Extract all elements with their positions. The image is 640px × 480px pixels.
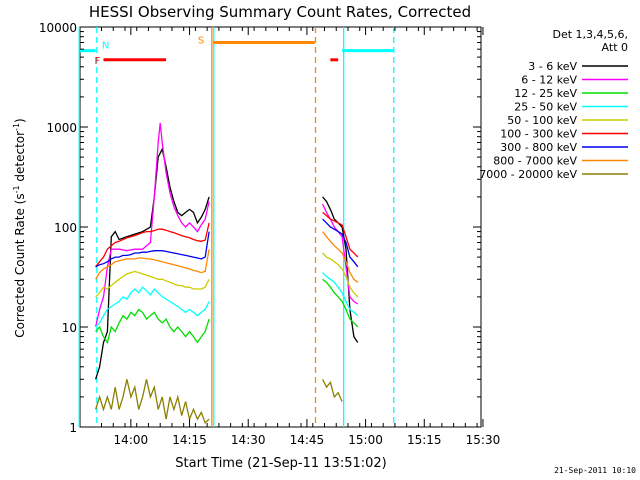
legend-header-2: Att 0 [602,41,628,54]
y-tick-label-2: 100 [54,221,77,235]
y-tick-label-3: 1000 [46,121,77,135]
series-6-segment-0 [95,231,210,268]
legend-label-7: 800 - 7000 keV [493,155,577,168]
y-axis-label-sup-1: -1 [12,185,21,193]
plot-frame [79,26,482,428]
x-tick-label-1: 14:15 [172,433,207,447]
series-0-segment-1 [322,196,359,343]
series-7-segment-0 [95,249,210,280]
x-tick-label-2: 14:30 [231,433,266,447]
series-3-segment-1 [322,272,359,317]
flare-label: F [94,56,100,67]
series-0-segment-0 [94,147,210,380]
series-1-segment-1 [322,203,359,305]
y-axis-label-sup-2: -1 [12,123,21,131]
plot-area: FN S [78,26,482,428]
series-4-segment-0 [95,270,210,298]
legend-label-8: 7000 - 20000 keV [479,168,577,181]
x-tick-label-0: 14:00 [114,433,149,447]
legend-label-6: 300 - 800 keV [500,141,577,154]
series-2-segment-0 [95,308,210,345]
y-axis-label-end: ) [13,118,27,123]
series-2-segment-1 [322,278,359,328]
y-tick-label-1: 10 [62,321,77,335]
series-5-segment-1 [322,211,359,258]
series-1-segment-0 [94,122,210,328]
series-6-segment-1 [322,218,359,268]
legend-label-1: 6 - 12 keV [521,74,577,87]
legend-label-0: 3 - 6 keV [528,60,577,73]
x-axis-label: Start Time (21-Sep-11 13:51:02) [175,456,386,471]
series-8-segment-1 [322,379,343,402]
x-tick-label-4: 15:00 [348,433,383,447]
series-4-segment-1 [322,252,359,298]
y-axis-label-main: Corrected Count Rate (s [13,193,27,337]
y-tick-label-0: 1 [69,421,77,435]
saa-label: S [198,35,204,46]
legend-label-4: 50 - 100 keV [507,114,577,127]
chart-title: HESSI Observing Summary Count Rates, Cor… [89,3,471,21]
legend-label-2: 12 - 25 keV [514,87,577,100]
footer-timestamp: 21-Sep-2011 10:10 [554,466,636,475]
y-axis: 1 10 100 1000 10000 [39,21,481,435]
y-axis-label-mid: detector [13,131,27,186]
series-8-segment-0 [94,379,210,425]
night-label: N [102,41,109,52]
x-axis: 14:00 14:15 14:30 14:45 15:00 15:15 15:30 [101,27,501,447]
x-tick-label-6: 15:30 [466,433,501,447]
legend-label-5: 100 - 300 keV [500,128,577,141]
series-5-segment-0 [95,222,210,268]
y-tick-label-4: 10000 [39,21,77,35]
series-3-segment-0 [95,286,210,328]
legend-label-3: 25 - 50 keV [514,101,577,114]
x-tick-label-5: 15:15 [407,433,442,447]
legend-header-1: Det 1,3,4,5,6, [552,28,628,41]
x-tick-label-3: 14:45 [290,433,325,447]
series-7-segment-1 [322,231,359,283]
y-axis-label: Corrected Count Rate (s-1 detector-1) [12,118,27,337]
